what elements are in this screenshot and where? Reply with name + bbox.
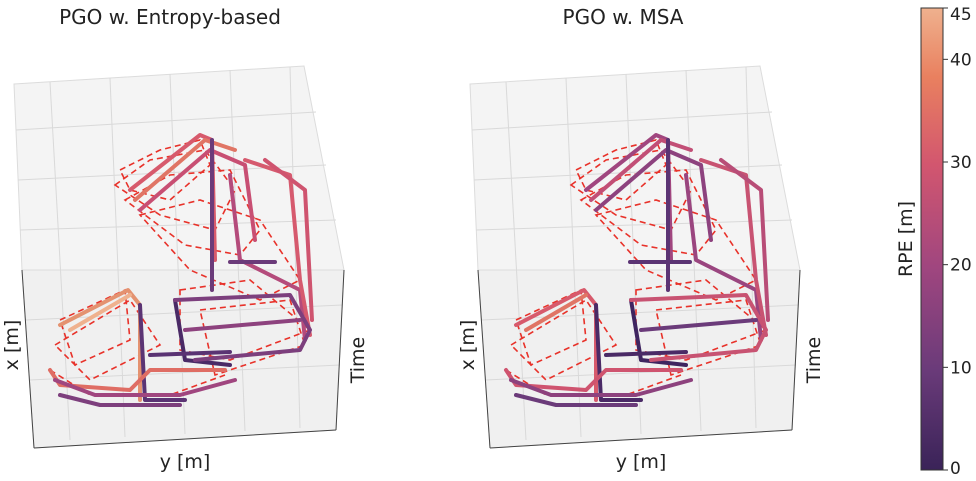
trajectory (48, 133, 314, 407)
colorbar-tick-label: 40 (950, 50, 972, 70)
colorbar-tick-label: 20 (950, 256, 972, 276)
colorbar-gradient (920, 7, 944, 471)
y-axis-label: x [m] (1, 320, 23, 371)
trajectory (504, 133, 770, 407)
colorbar: RPE [m] 0 10 20 30 40 45 (895, 5, 972, 479)
panel-msa: PGO w. MSA (457, 5, 825, 473)
x-axis-label: y [m] (616, 451, 667, 473)
panel-title: PGO w. MSA (563, 5, 684, 29)
colorbar-label: RPE [m] (895, 201, 917, 277)
z-axis-line (791, 269, 801, 431)
y-axis-line (21, 269, 35, 449)
y-axis-line (477, 269, 491, 449)
z-axis-label: Time (347, 337, 369, 385)
z-axis-line (335, 269, 345, 431)
y-axis-label: x [m] (457, 320, 479, 371)
colorbar-ticks: 0 10 20 30 40 45 (943, 5, 972, 479)
colorbar-tick-label: 10 (950, 358, 972, 378)
panel-title: PGO w. Entropy-based (59, 5, 281, 29)
panel-entropy: PGO w. Entropy-based (1, 5, 369, 473)
x-axis-label: y [m] (160, 451, 211, 473)
colorbar-tick-label: 0 (950, 459, 961, 479)
x-axis-line (33, 429, 337, 449)
x-axis-line (489, 429, 793, 449)
colorbar-tick-label: 30 (950, 153, 972, 173)
colorbar-tick-label: 45 (950, 5, 972, 25)
z-axis-label: Time (803, 337, 825, 385)
